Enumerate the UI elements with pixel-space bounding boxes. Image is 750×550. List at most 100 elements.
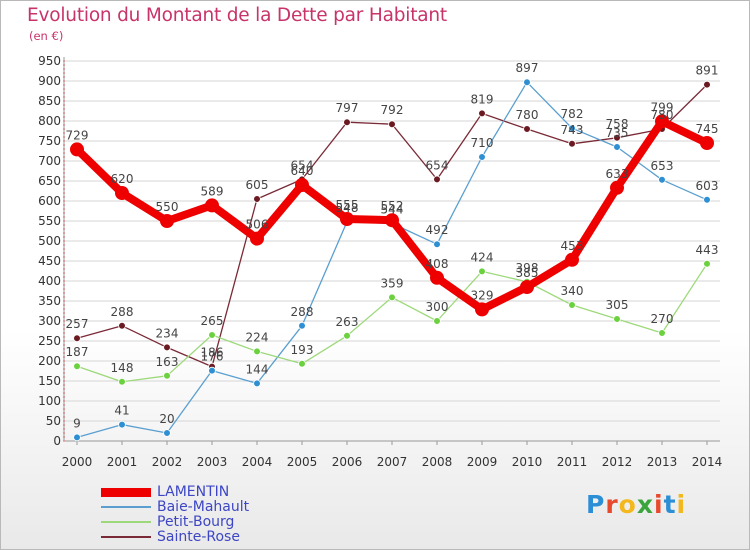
data-point — [160, 214, 174, 228]
data-label: 897 — [516, 61, 539, 75]
data-point — [520, 280, 534, 294]
data-point — [385, 213, 399, 228]
logo-letter: P — [586, 490, 606, 519]
y-tick-label: 550 — [38, 214, 61, 228]
data-point — [205, 198, 219, 213]
legend-swatch — [101, 506, 151, 508]
data-label: 424 — [471, 250, 494, 264]
data-point — [565, 252, 579, 267]
y-tick-label: 500 — [38, 234, 61, 248]
x-tick-label: 2006 — [332, 455, 363, 469]
logo-letter: i — [676, 490, 687, 519]
y-tick-label: 50 — [46, 414, 61, 428]
chart-title: Evolution du Montant de la Dette par Hab… — [27, 5, 447, 26]
data-label: 792 — [381, 103, 404, 117]
data-label: 265 — [201, 314, 224, 328]
data-label: 443 — [696, 243, 719, 257]
legend-swatch — [101, 521, 151, 523]
data-point — [118, 321, 126, 330]
data-label: 640 — [291, 164, 314, 178]
legend-item: Sainte-Rose — [101, 529, 301, 545]
legend-label: Baie-Mahault — [157, 499, 250, 515]
y-tick-label: 800 — [38, 114, 61, 128]
logo-letter: r — [605, 490, 619, 519]
data-label: 620 — [111, 172, 134, 186]
data-point — [658, 176, 666, 184]
data-label: 799 — [651, 100, 674, 114]
y-tick-label: 350 — [38, 294, 61, 308]
data-label: 550 — [156, 200, 179, 214]
data-label: 729 — [66, 128, 89, 142]
data-point — [613, 315, 621, 323]
data-point — [253, 379, 261, 388]
data-label: 819 — [471, 92, 494, 106]
y-tick-label: 100 — [38, 394, 61, 408]
data-label: 224 — [246, 330, 269, 344]
data-label: 633 — [606, 167, 629, 181]
data-point — [73, 433, 81, 442]
y-tick-label: 700 — [38, 154, 61, 168]
x-tick-label: 2001 — [107, 455, 138, 469]
legend-item: Petit-Bourg — [101, 514, 301, 530]
data-point — [703, 80, 711, 89]
data-point — [163, 343, 171, 352]
data-point — [388, 120, 396, 128]
data-point — [610, 180, 624, 195]
data-point — [163, 429, 171, 437]
data-label: 144 — [246, 362, 269, 376]
legend-item: Baie-Mahault — [101, 499, 301, 515]
x-tick-label: 2004 — [242, 455, 273, 469]
data-point — [388, 293, 396, 302]
data-point — [478, 109, 486, 118]
data-label: 603 — [696, 179, 719, 193]
data-label: 359 — [381, 276, 404, 290]
data-label: 745 — [696, 122, 719, 136]
data-point — [298, 321, 306, 330]
y-tick-label: 950 — [38, 54, 61, 68]
data-label: 41 — [114, 404, 129, 418]
data-label: 492 — [426, 223, 449, 237]
x-tick-label: 2002 — [152, 455, 183, 469]
data-point — [613, 134, 621, 142]
legend-swatch — [101, 487, 151, 497]
data-label: 552 — [381, 199, 404, 213]
data-label: 270 — [651, 312, 674, 326]
series-lamentin — [70, 114, 714, 317]
y-tick-label: 250 — [38, 334, 61, 348]
data-label: 20 — [159, 412, 174, 426]
legend: LAMENTIN Baie-Mahault Petit-Bourg Sainte-Ro… — [101, 484, 301, 545]
logo-letter: i — [654, 490, 664, 519]
y-tick-label: 600 — [38, 194, 61, 208]
x-tick-label: 2007 — [377, 455, 408, 469]
x-tick-label: 2003 — [197, 455, 228, 469]
x-tick-label: 2013 — [647, 455, 678, 469]
x-tick-label: 2008 — [422, 455, 453, 469]
data-label: 605 — [246, 178, 269, 192]
data-label: 891 — [696, 64, 719, 78]
x-tick-label: 2009 — [467, 455, 498, 469]
data-point — [523, 78, 531, 86]
y-tick-label: 650 — [38, 174, 61, 188]
x-tick-label: 2010 — [512, 455, 543, 469]
data-label: 186 — [201, 346, 224, 360]
y-tick-label: 0 — [53, 434, 61, 448]
grid — [64, 60, 720, 442]
data-label: 340 — [561, 284, 584, 298]
legend-label: Petit-Bourg — [157, 514, 235, 530]
data-point — [115, 186, 129, 200]
data-point — [430, 270, 444, 285]
data-label: 234 — [156, 326, 179, 340]
data-point — [703, 259, 711, 268]
data-label: 555 — [336, 198, 359, 212]
x-tick-label: 2000 — [62, 455, 93, 469]
data-label: 544 — [381, 202, 404, 216]
data-label: 743 — [561, 123, 584, 137]
data-point — [433, 175, 441, 184]
y-tick-label: 200 — [38, 354, 61, 368]
data-label: 385 — [516, 266, 539, 280]
data-label: 782 — [561, 107, 584, 121]
data-point — [568, 124, 576, 132]
data-label: 329 — [471, 288, 494, 302]
labels-baie-mahault: 9 41 20 176 144 288 548 544 492 710 897 782 735 653 60… — [73, 61, 718, 430]
data-label: 288 — [291, 305, 314, 319]
